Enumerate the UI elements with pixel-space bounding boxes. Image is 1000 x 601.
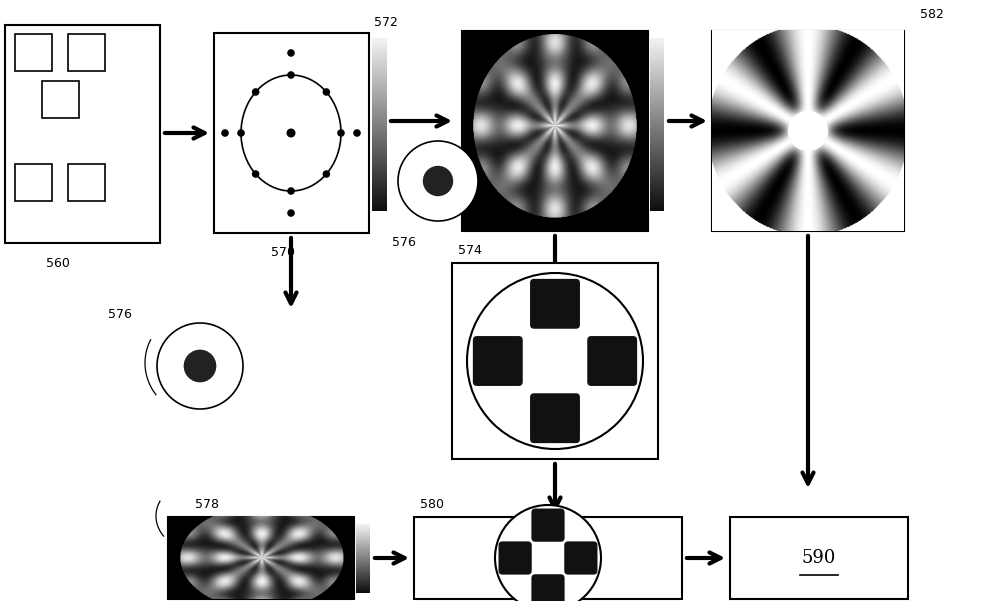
Circle shape: [337, 129, 345, 137]
Bar: [168, 517, 354, 599]
Circle shape: [353, 129, 361, 137]
Bar: [414, 517, 682, 599]
FancyBboxPatch shape: [587, 336, 637, 386]
Bar: [15, 164, 52, 201]
Bar: [452, 263, 658, 459]
Circle shape: [287, 187, 295, 195]
Circle shape: [157, 323, 243, 409]
Circle shape: [287, 129, 296, 138]
Circle shape: [287, 71, 295, 79]
FancyBboxPatch shape: [473, 336, 523, 386]
Circle shape: [287, 49, 295, 56]
Text: 576: 576: [108, 308, 132, 321]
Bar: [42, 81, 79, 118]
Circle shape: [287, 209, 295, 217]
Circle shape: [252, 88, 259, 96]
Text: 574: 574: [458, 244, 482, 257]
Text: 572: 572: [374, 16, 398, 29]
Text: 560: 560: [46, 257, 70, 270]
Text: 590: 590: [802, 549, 836, 567]
FancyBboxPatch shape: [530, 279, 580, 329]
FancyBboxPatch shape: [499, 542, 532, 575]
Ellipse shape: [241, 75, 341, 191]
Circle shape: [423, 166, 453, 196]
Bar: [68, 164, 105, 201]
Text: 582: 582: [920, 8, 944, 21]
Circle shape: [252, 170, 259, 178]
Text: 578: 578: [195, 498, 219, 511]
Text: 570: 570: [271, 246, 295, 259]
FancyBboxPatch shape: [564, 542, 597, 575]
Circle shape: [398, 141, 478, 221]
Bar: [712, 31, 904, 231]
Text: 580: 580: [420, 498, 444, 511]
Text: 576: 576: [392, 236, 416, 249]
Bar: [15, 34, 52, 71]
FancyBboxPatch shape: [530, 393, 580, 443]
Circle shape: [184, 350, 216, 382]
Circle shape: [495, 505, 601, 601]
FancyBboxPatch shape: [531, 574, 565, 601]
FancyBboxPatch shape: [531, 508, 565, 542]
Circle shape: [788, 111, 828, 151]
Circle shape: [467, 273, 643, 449]
Bar: [68, 34, 105, 71]
Bar: [730, 517, 908, 599]
Bar: [462, 31, 648, 231]
Circle shape: [237, 129, 245, 137]
Bar: [5, 25, 160, 243]
Circle shape: [221, 129, 229, 137]
Circle shape: [323, 88, 330, 96]
Circle shape: [323, 170, 330, 178]
Bar: [214, 33, 369, 233]
